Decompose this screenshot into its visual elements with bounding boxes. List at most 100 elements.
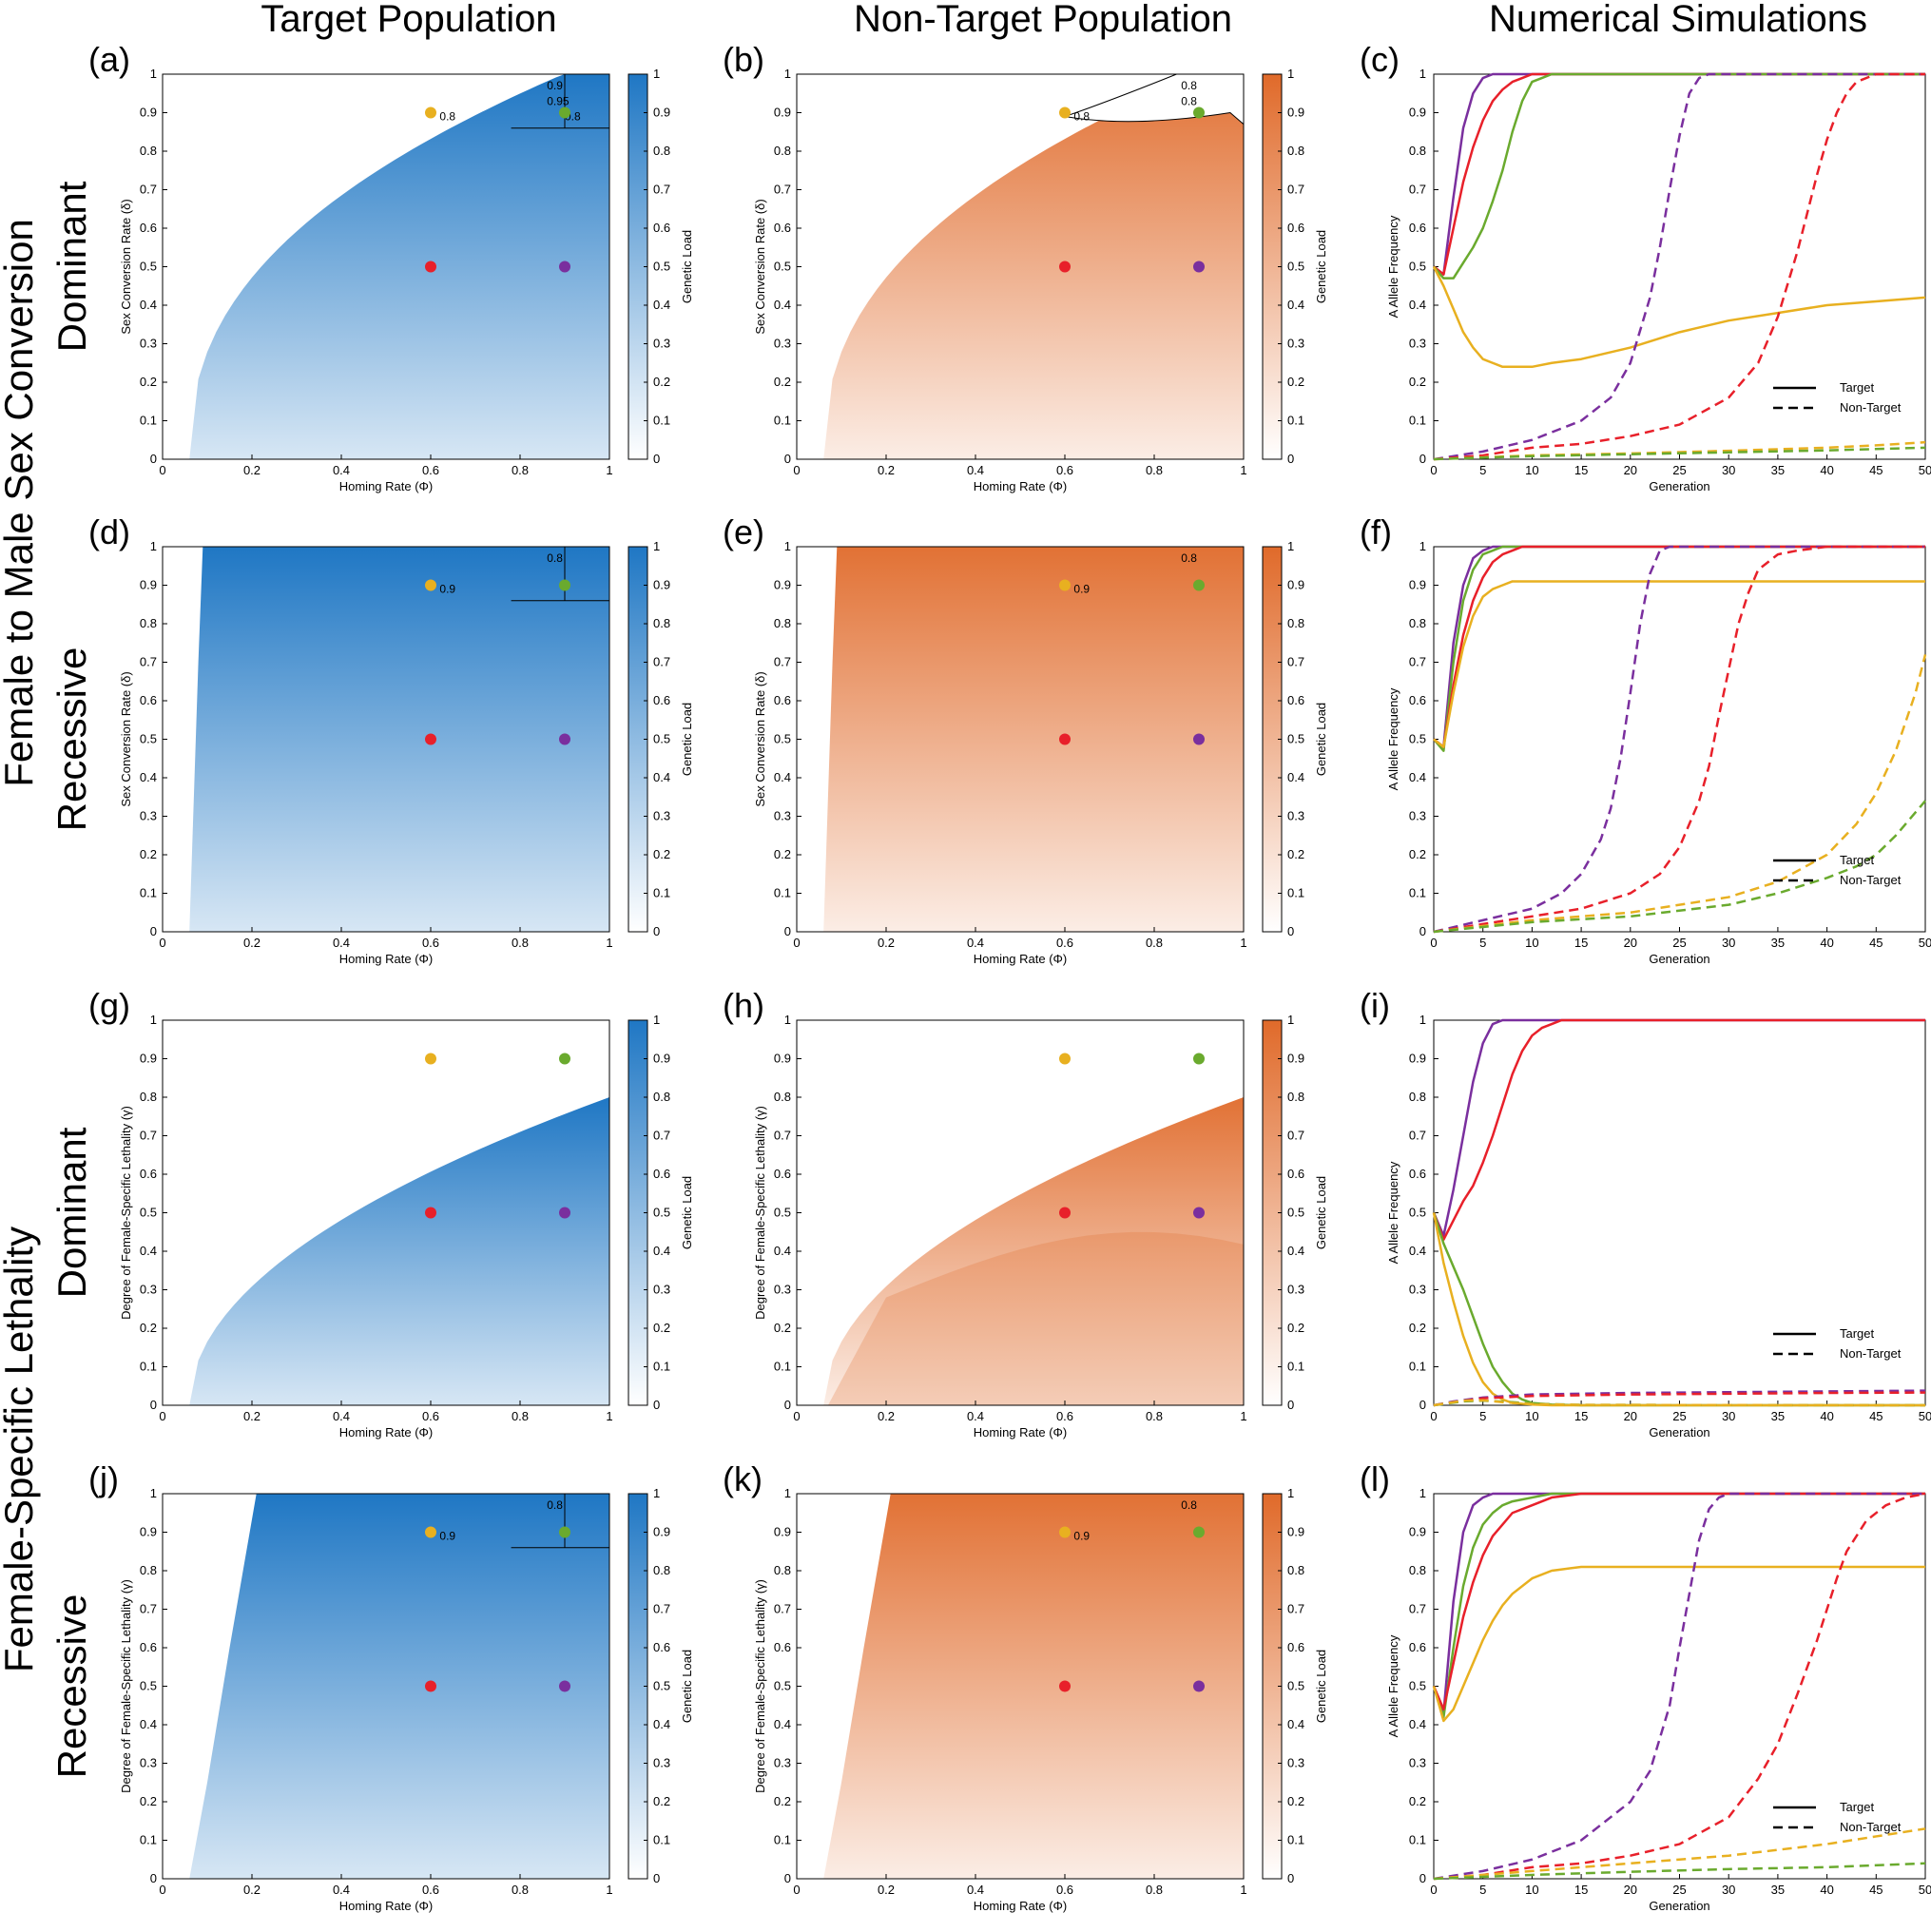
heatmap-panel: 0.9 0.8 0 0.2 0.4 0.6 0.8 1 0 0.1 0.2 0.3 0.4 0.5 0.6 0…: [753, 539, 1328, 966]
colorbar-tick-label: 0.2: [1287, 1321, 1304, 1335]
parameter-point: [559, 1053, 570, 1065]
y-tick-label: 1: [150, 539, 157, 553]
x-tick-label: 0.2: [243, 1883, 261, 1897]
colorbar-tick-label: 0.9: [653, 1052, 670, 1066]
colorbar-tick-label: 0.6: [653, 1167, 670, 1181]
y-tick-label: 0.9: [774, 1052, 791, 1066]
colorbar-tick-label: 0.8: [653, 616, 670, 630]
panel-label: (g): [88, 986, 130, 1025]
colorbar-tick-label: 0: [653, 452, 660, 466]
series-line-target: [1433, 72, 1925, 276]
y-tick-label: 1: [150, 1486, 157, 1500]
row-label: Dominant: [49, 1127, 94, 1298]
y-tick-label: 0.7: [140, 1602, 157, 1616]
contour-label: 0.8: [1181, 94, 1197, 107]
colorbar-tick-label: 1: [1287, 1013, 1294, 1027]
y-axis-label: Degree of Female-Specific Lethality (γ): [753, 1106, 767, 1320]
y-tick-label: 1: [150, 67, 157, 81]
y-tick-label: 0.6: [140, 693, 157, 707]
y-tick-label: 0.2: [140, 375, 157, 389]
colorbar-tick-label: 0.6: [653, 693, 670, 707]
panel-label: (a): [88, 40, 130, 79]
x-tick-label: 10: [1525, 463, 1538, 477]
y-tick-label: 0.9: [140, 1525, 157, 1539]
colorbar-tick-label: 0: [1287, 924, 1294, 938]
x-tick-label: 0.6: [1056, 936, 1073, 950]
series-line-target: [1432, 265, 1926, 369]
colorbar-tick-label: 0.7: [1287, 1129, 1304, 1143]
y-tick-label: 0.9: [140, 1052, 157, 1066]
x-tick-label: 20: [1624, 463, 1637, 477]
series-line-nontarget: [1433, 1827, 1926, 1881]
x-tick-label: 0.4: [333, 1409, 350, 1423]
parameter-point: [425, 106, 436, 119]
colorbar-tick-label: 0.9: [1287, 1052, 1304, 1066]
colorbar-tick-label: 0.2: [1287, 847, 1304, 861]
x-tick-label: 0.8: [1146, 936, 1163, 950]
x-tick-label: 30: [1722, 1409, 1735, 1423]
colorbar-tick-label: 0.7: [653, 1129, 670, 1143]
x-tick-label: 1: [1240, 463, 1246, 477]
y-tick-label: 0.5: [1409, 1206, 1426, 1220]
parameter-point: [1059, 733, 1071, 745]
series-line-nontarget: [1433, 1492, 1926, 1881]
load-region: [823, 74, 1244, 459]
panel-label: (j): [88, 1459, 119, 1498]
x-tick-label: 0.8: [512, 936, 529, 950]
colorbar-tick-label: 0.4: [1287, 1244, 1304, 1258]
x-axis-label: Generation: [1649, 479, 1709, 493]
x-tick-label: 0: [1430, 463, 1437, 477]
x-tick-label: 0.6: [422, 936, 439, 950]
contour-label: 0.8: [439, 110, 455, 124]
x-tick-label: 0.6: [422, 463, 439, 477]
colorbar-tick-label: 0.1: [653, 1360, 670, 1374]
contour-label: 0.8: [1181, 551, 1197, 565]
contour-label: 0.8: [547, 551, 563, 565]
colorbar-tick-label: 0.2: [653, 847, 670, 861]
line-panel: 0 5 10 15 20 25 30 35 40 45 50 0 0.1 0.2 0.3 0.4 0.5 0.6 0…: [1386, 1486, 1931, 1913]
load-region: [189, 547, 609, 932]
y-tick-label: 0.2: [1409, 1794, 1426, 1808]
y-tick-label: 0.3: [140, 337, 157, 351]
series-line-target: [1433, 72, 1925, 276]
x-tick-label: 0.2: [243, 1409, 261, 1423]
legend-label: Target: [1840, 1800, 1875, 1814]
series-line-target: [1433, 545, 1925, 748]
x-tick-label: 0.4: [333, 463, 350, 477]
y-tick-label: 0.6: [1409, 693, 1426, 707]
series-line-nontarget: [1433, 1862, 1926, 1881]
panel-label: (c): [1360, 40, 1400, 79]
y-tick-label: 0.4: [774, 1244, 791, 1258]
parameter-point: [1059, 1526, 1071, 1538]
x-tick-label: 0.4: [967, 463, 984, 477]
y-tick-label: 0.4: [1409, 298, 1426, 312]
x-tick-label: 0: [793, 1409, 800, 1423]
colorbar-tick-label: 0.1: [1287, 1360, 1304, 1374]
colorbar-tick-label: 0.4: [653, 1244, 670, 1258]
y-axis-label: A Allele Frequency: [1386, 1634, 1400, 1737]
y-axis-label: Sex Conversion Rate (δ): [119, 199, 133, 334]
colorbar-label: Genetic Load: [680, 1176, 694, 1249]
x-tick-label: 40: [1820, 1409, 1833, 1423]
y-tick-label: 0.1: [140, 886, 157, 900]
parameter-point: [425, 1526, 436, 1538]
heatmap-panel: 0 0.2 0.4 0.6 0.8 1 0 0.1 0.2 0.3 0.4 0.5 0.6 0.7 0.8 0…: [753, 1013, 1328, 1439]
colorbar-tick-label: 0.5: [653, 1206, 670, 1220]
parameter-point: [1059, 1207, 1071, 1219]
x-tick-label: 0: [159, 1883, 165, 1897]
contour-label: 0.9: [1073, 1530, 1090, 1543]
x-tick-label: 1: [1240, 1409, 1246, 1423]
parameter-point: [1059, 1053, 1071, 1065]
load-region: [189, 74, 609, 459]
colorbar-tick-label: 0.7: [653, 1602, 670, 1616]
colorbar-tick-label: 0.2: [1287, 375, 1304, 389]
y-tick-label: 0.2: [140, 1321, 157, 1335]
y-tick-label: 0: [150, 452, 157, 466]
panel-label: (f): [1360, 512, 1392, 551]
colorbar-tick-label: 0.4: [1287, 770, 1304, 784]
y-tick-label: 0.2: [1409, 847, 1426, 861]
colorbar-tick-label: 0.2: [1287, 1794, 1304, 1808]
colorbar-tick-label: 0.6: [1287, 1640, 1304, 1654]
colorbar-tick-label: 0.5: [653, 732, 670, 746]
colorbar-tick-label: 0.5: [1287, 260, 1304, 274]
